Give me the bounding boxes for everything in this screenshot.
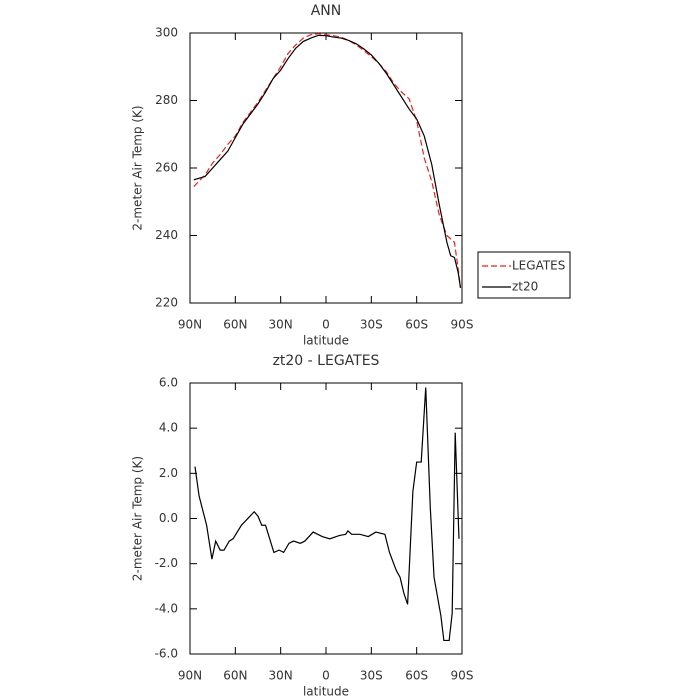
y-tick-label: -2.0	[155, 556, 178, 570]
x-tick-label: 90N	[178, 318, 202, 332]
y-tick-label: 240	[155, 228, 178, 242]
data-line	[193, 33, 462, 288]
y-axis-label: 2-meter Air Temp (K)	[131, 456, 145, 581]
y-tick-label: 4.0	[159, 421, 178, 435]
data-line	[194, 387, 460, 642]
x-tick-label: 60N	[223, 318, 247, 332]
plot-frame	[189, 382, 463, 655]
y-tick-label: -6.0	[155, 647, 178, 661]
x-tick-label: 60S	[405, 669, 428, 683]
y-tick-label: 6.0	[159, 376, 178, 390]
x-tick-label: 90S	[451, 318, 474, 332]
x-tick-label: 30N	[269, 669, 293, 683]
y-tick-label: 280	[155, 93, 178, 107]
x-tick-label: 0	[322, 318, 330, 332]
x-tick-label: 30S	[360, 669, 383, 683]
y-tick-label: -4.0	[155, 601, 178, 615]
x-axis-label: latitude	[303, 685, 349, 699]
data-line	[193, 34, 462, 288]
x-tick-label: 30S	[360, 318, 383, 332]
y-tick-label: 260	[155, 161, 178, 175]
x-tick-label: 0	[322, 669, 330, 683]
y-tick-label: 220	[155, 296, 178, 310]
x-tick-label: 60N	[223, 669, 247, 683]
y-tick-label: 2.0	[159, 466, 178, 480]
chart-title: ANN	[311, 3, 342, 19]
plot-frame	[189, 32, 463, 304]
legend-label: zt20	[512, 280, 538, 294]
x-tick-label: 90S	[451, 669, 474, 683]
x-tick-label: 90N	[178, 669, 202, 683]
y-tick-label: 300	[155, 26, 178, 40]
x-tick-label: 60S	[405, 318, 428, 332]
y-axis-label: 2-meter Air Temp (K)	[131, 105, 145, 230]
chart-title: zt20 - LEGATES	[273, 353, 380, 369]
legend-label: LEGATES	[512, 259, 565, 273]
x-axis-label: latitude	[303, 334, 349, 348]
y-tick-label: 0.0	[159, 511, 178, 525]
x-tick-label: 30N	[269, 318, 293, 332]
legend-box	[477, 251, 571, 299]
